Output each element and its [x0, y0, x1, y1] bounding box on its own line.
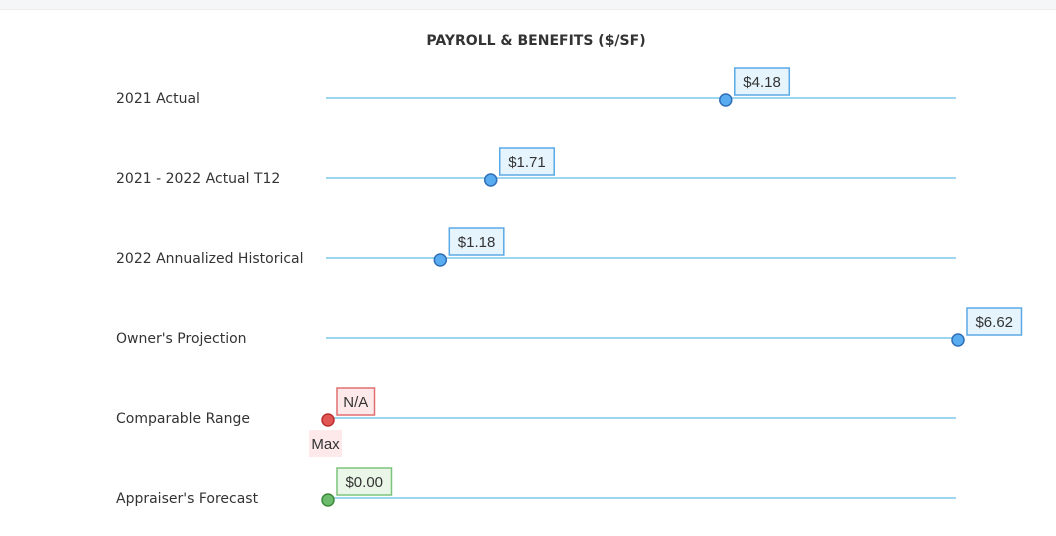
chart-row: 2021 - 2022 Actual T12 $1.71	[116, 147, 956, 187]
value-label: N/A	[343, 394, 368, 411]
value-marker[interactable]	[321, 413, 335, 427]
chart-row: Owner's Projection $6.62	[116, 307, 1023, 347]
value-label-box	[498, 147, 555, 176]
row-label: Appraiser's Forecast	[116, 491, 259, 507]
chart-row: 2021 Actual $4.18	[116, 67, 956, 107]
chart-row: Appraiser's Forecast $0.00	[116, 467, 956, 507]
value-label-box	[734, 67, 791, 96]
top-bar	[0, 0, 1056, 10]
row-label: Comparable Range	[116, 411, 250, 427]
chart-row: Comparable Range N/A Max	[116, 387, 956, 457]
row-label: 2022 Annualized Historical	[116, 251, 304, 267]
row-label: 2021 - 2022 Actual T12	[116, 171, 280, 187]
chart-row: 2022 Annualized Historical $1.18	[116, 227, 956, 267]
secondary-label: Max	[311, 436, 340, 453]
value-marker[interactable]	[951, 333, 965, 347]
value-label: $1.18	[458, 234, 496, 251]
value-label: $6.62	[975, 314, 1013, 331]
value-label-box	[336, 467, 393, 496]
value-marker[interactable]	[433, 253, 448, 267]
chart-rows: 2021 Actual $4.18 2021 - 2022 Actual T12 $1…	[116, 67, 1023, 507]
chart-title: PAYROLL & BENEFITS ($/SF)	[426, 33, 645, 49]
row-label: 2021 Actual	[116, 91, 200, 107]
value-label: $0.00	[345, 474, 383, 491]
secondary-label-box	[309, 430, 342, 457]
value-label-box	[448, 227, 505, 256]
value-marker[interactable]	[321, 493, 335, 507]
value-marker[interactable]	[483, 173, 498, 187]
value-label-box	[966, 307, 1023, 336]
value-marker[interactable]	[719, 93, 733, 107]
value-label: $4.18	[743, 74, 781, 91]
row-label: Owner's Projection	[116, 331, 247, 347]
value-label-box	[336, 387, 376, 416]
value-label: $1.71	[508, 154, 546, 171]
